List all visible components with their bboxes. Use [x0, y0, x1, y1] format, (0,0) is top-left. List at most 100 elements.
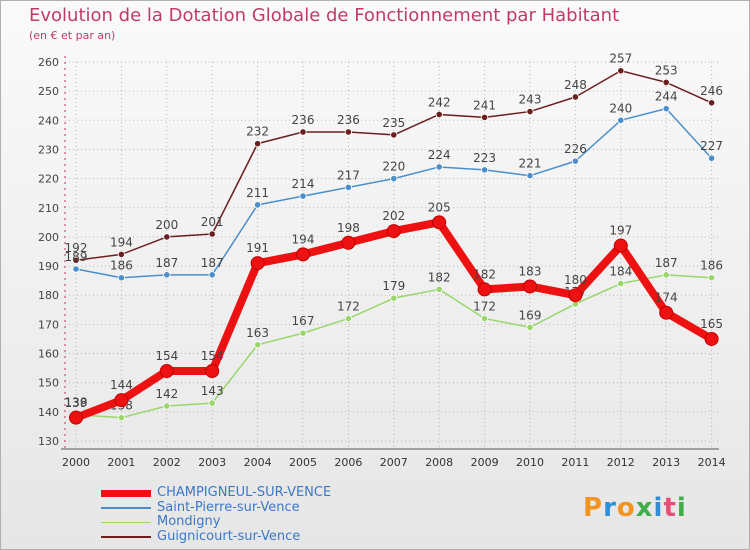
y-tick-label: 200	[38, 231, 59, 244]
data-label: 243	[519, 93, 542, 107]
data-label: 246	[700, 84, 723, 98]
x-tick-label: 2001	[107, 456, 135, 469]
x-tick-label: 2005	[289, 456, 317, 469]
proxiti-logo: Proxiti	[583, 493, 687, 523]
data-label: 257	[609, 52, 632, 66]
legend-item: Saint-Pierre-sur-Vence	[101, 500, 331, 516]
y-tick-label: 240	[38, 114, 59, 127]
data-point	[117, 414, 126, 422]
y-tick-label: 220	[38, 173, 59, 186]
x-tick-label: 2008	[425, 456, 453, 469]
data-label: 187	[655, 256, 678, 270]
data-point	[662, 271, 670, 279]
data-label: 240	[609, 101, 632, 115]
y-tick-label: 190	[38, 260, 59, 273]
data-point	[526, 107, 534, 116]
data-label: 167	[292, 314, 315, 328]
data-point	[299, 329, 307, 337]
legend-swatch	[101, 489, 151, 497]
data-point	[704, 331, 719, 346]
data-label: 242	[428, 95, 451, 109]
data-point	[707, 154, 716, 162]
data-point	[390, 294, 398, 302]
data-label: 226	[564, 142, 587, 156]
data-label: 143	[201, 384, 224, 398]
legend-swatch	[101, 507, 151, 509]
data-label: 232	[246, 125, 269, 139]
data-point	[571, 157, 580, 165]
data-label: 253	[655, 63, 678, 77]
data-point	[432, 215, 447, 230]
data-point	[72, 256, 80, 264]
data-point	[69, 410, 83, 425]
data-label: 180	[564, 273, 587, 287]
legend-item: CHAMPIGNEUL-SUR-VENCE	[101, 486, 331, 501]
data-point	[659, 305, 674, 320]
data-label: 236	[292, 113, 315, 127]
y-tick-label: 210	[38, 202, 59, 215]
data-label: 187	[201, 256, 224, 270]
data-label: 154	[155, 349, 178, 363]
x-tick-label: 2010	[516, 456, 544, 469]
data-label: 189	[65, 250, 88, 264]
x-tick-label: 2006	[334, 456, 362, 469]
data-label: 200	[155, 218, 178, 232]
data-point	[208, 271, 216, 279]
data-point	[435, 163, 443, 171]
data-point	[208, 230, 216, 238]
data-label: 184	[609, 265, 632, 279]
data-label: 172	[473, 300, 496, 314]
legend-swatch	[101, 521, 151, 523]
data-point	[299, 192, 307, 200]
data-point	[344, 183, 352, 191]
data-label: 169	[519, 308, 542, 322]
data-label: 192	[65, 241, 88, 255]
data-point	[526, 323, 534, 331]
data-label: 186	[700, 259, 723, 273]
data-point	[480, 166, 489, 174]
data-point	[344, 128, 352, 136]
data-label: 223	[473, 151, 496, 165]
chart-legend: CHAMPIGNEUL-SUR-VENCE Saint-Pierre-sur-Ve…	[101, 486, 331, 544]
data-label: 186	[110, 259, 133, 273]
data-point	[617, 67, 625, 75]
chart-subtitle: (en € et par an)	[29, 29, 116, 42]
y-tick-label: 250	[38, 85, 59, 98]
data-point	[435, 110, 443, 119]
data-label: 182	[473, 267, 496, 281]
data-point	[296, 247, 310, 262]
data-point	[299, 128, 307, 136]
data-label: 198	[337, 221, 360, 235]
data-point	[662, 105, 670, 113]
data-label: 220	[382, 160, 405, 174]
legend-item: Guignicourt-sur-Vence	[101, 529, 331, 545]
x-tick-label: 2002	[153, 456, 181, 469]
data-label: 194	[110, 235, 133, 249]
data-label: 163	[246, 326, 269, 340]
data-point	[254, 140, 262, 148]
data-label: 202	[382, 209, 405, 223]
data-label: 217	[337, 168, 360, 182]
x-tick-label: 2013	[652, 456, 680, 469]
legend-label: Mondigny	[157, 514, 221, 530]
data-label: 211	[246, 186, 269, 200]
chart-title: Evolution de la Dotation Globale de Fonc…	[29, 5, 620, 26]
data-label: 221	[519, 157, 542, 171]
y-tick-label: 230	[38, 143, 59, 156]
x-tick-label: 2011	[561, 456, 589, 469]
data-label: 205	[428, 200, 451, 214]
data-label: 183	[519, 264, 542, 278]
legend-label: CHAMPIGNEUL-SUR-VENCE	[157, 485, 332, 501]
data-label: 194	[292, 232, 315, 246]
data-point	[568, 288, 583, 303]
y-tick-label: 160	[38, 348, 59, 361]
data-point	[707, 99, 716, 107]
data-label: 235	[382, 116, 405, 130]
y-tick-label: 260	[38, 56, 59, 69]
data-point	[205, 364, 220, 379]
data-label: 191	[246, 241, 269, 255]
legend-item: Mondigny	[101, 515, 331, 530]
data-point	[208, 399, 216, 407]
legend-swatch	[101, 536, 151, 538]
data-label: 182	[428, 270, 451, 284]
